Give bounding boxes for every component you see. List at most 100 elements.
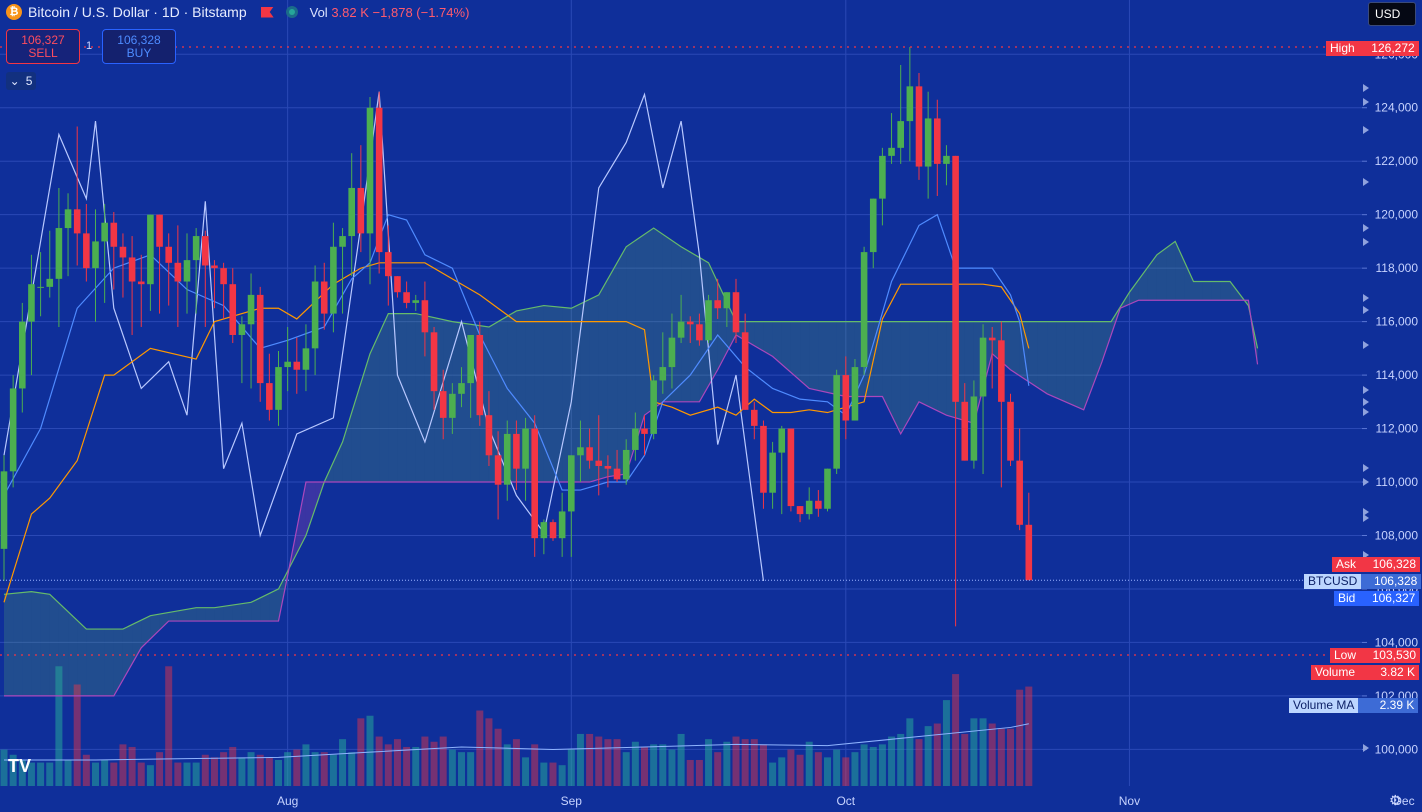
volume-bar [897, 733, 905, 786]
volume-bar [55, 666, 63, 786]
cloud-segment [68, 611, 78, 696]
volume-bar [101, 759, 109, 786]
candle-body [979, 337, 987, 397]
cloud-segment [1166, 241, 1176, 301]
volume-bar [119, 744, 127, 786]
ask-label: Ask [1332, 557, 1361, 572]
currency-selector[interactable]: USD [1368, 2, 1416, 26]
market-status-icon[interactable] [285, 6, 298, 18]
candle-body [403, 292, 410, 303]
volume-bar [128, 746, 136, 786]
candle-body [943, 155, 950, 164]
volume-bar [476, 710, 484, 786]
bid-label: Bid [1334, 591, 1360, 606]
volume-ma-value: 2.39 K [1358, 698, 1419, 713]
price-tick-label: 116,000 [1376, 315, 1419, 329]
candle-body [238, 324, 246, 335]
candle-body [256, 294, 264, 384]
cloud-segment [1220, 281, 1231, 301]
cloud-segment [937, 321, 947, 416]
tradingview-logo[interactable]: TV [8, 756, 32, 776]
sell-label: SELL [28, 45, 58, 60]
volume-bar [1016, 689, 1024, 786]
volume-bar [796, 754, 804, 786]
volume-bar [942, 700, 950, 786]
volume-bar [412, 746, 420, 786]
flag-icon[interactable] [260, 6, 274, 18]
time-axis: Aug Sep Oct Nov Dec [277, 794, 1415, 808]
bid-price-label: Bid 106,327 [1334, 591, 1420, 606]
cloud-segment [22, 591, 32, 696]
buy-price: 106,328 [117, 32, 161, 47]
cloud-segment [260, 593, 270, 622]
symbol-title[interactable]: Bitcoin / U.S. Dollar · 1D · Bitstamp [28, 4, 247, 20]
volume-legend-value: 3.82 K [331, 4, 369, 20]
candle-body [815, 500, 822, 509]
cloud-segment [800, 321, 810, 389]
time-tick-label: Nov [1119, 794, 1140, 808]
candle-body [577, 447, 584, 456]
volume-bar [494, 728, 502, 786]
candle-body [366, 107, 374, 234]
volume-ma-price-label: Volume MA 2.39 K [1289, 698, 1419, 713]
volume-bar [220, 752, 228, 786]
alert-marker-icon [1363, 386, 1369, 394]
volume-ma-line [4, 723, 1029, 761]
volume-bar [778, 757, 786, 786]
symbol-value: 106,328 [1361, 574, 1422, 589]
alert-marker-icon [1363, 408, 1369, 416]
order-quantity[interactable]: 1 [86, 40, 93, 52]
candle-body [851, 367, 859, 421]
cloud-segment [607, 262, 618, 477]
candle-body [211, 265, 218, 269]
cloud-segment [1037, 321, 1048, 394]
cloud-segment [13, 592, 23, 696]
volume-bar [348, 752, 356, 786]
alert-marker-icon [1363, 238, 1369, 246]
candle-body [888, 147, 895, 156]
cloud-segment [928, 321, 938, 411]
candle-body [137, 281, 145, 285]
cloud-segment [580, 299, 590, 483]
volume-bar [915, 739, 923, 786]
cloud-segment [781, 321, 791, 373]
alert-marker-icon [1363, 98, 1369, 106]
candle-body [266, 383, 273, 410]
volume-bar [705, 739, 713, 786]
volume-bar [540, 762, 548, 786]
volume-bar [924, 726, 932, 786]
volume-bar [329, 754, 337, 786]
cloud-segment [882, 321, 892, 416]
candle-body [760, 425, 767, 493]
volume-bar [686, 759, 694, 786]
volume-bar [714, 752, 722, 786]
cloud-segment [1083, 321, 1093, 410]
cloud-segment [681, 246, 691, 402]
candle-body [19, 321, 26, 389]
indicators-toggle-button[interactable]: ⌄ 5 [6, 72, 36, 90]
cloud-segment [1065, 321, 1075, 406]
cloud-segment [1211, 281, 1221, 301]
candle-body [531, 428, 538, 539]
cloud-segment [113, 629, 123, 696]
cloud-segment [790, 321, 801, 381]
cloud-segment [1184, 261, 1194, 301]
gear-icon[interactable]: ⚙ [1389, 792, 1402, 808]
cloud-segment [379, 313, 389, 483]
cloud-segment [754, 321, 764, 352]
candle-body [284, 361, 291, 368]
price-tick-label: 122,000 [1375, 154, 1419, 168]
candle-body [156, 214, 163, 247]
buy-button[interactable]: 106,328 BUY [102, 29, 176, 64]
candle-body [1025, 524, 1033, 581]
volume-bar [320, 752, 328, 786]
low-price-label: Low 103,530 [1330, 648, 1421, 663]
volume-bar [403, 746, 411, 786]
candle-body [595, 460, 603, 466]
volume-bar [293, 749, 301, 786]
volume-bars [0, 666, 1033, 786]
cloud-segment [617, 246, 627, 476]
high-price-label: High 126,272 [1326, 41, 1419, 56]
sell-button[interactable]: 106,327 SELL [6, 29, 80, 64]
